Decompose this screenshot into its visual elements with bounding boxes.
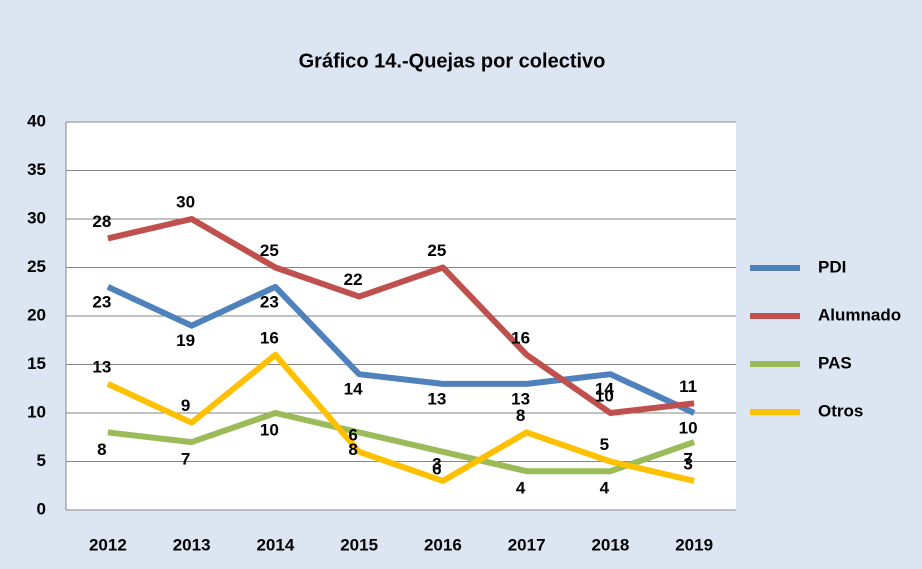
x-tick-label: 2014	[256, 535, 294, 554]
data-label: 28	[92, 212, 111, 231]
data-label: 23	[92, 292, 111, 311]
data-label: 19	[176, 331, 195, 350]
y-tick-label: 40	[27, 111, 46, 130]
series-line	[106, 283, 696, 416]
x-tick-label: 2018	[591, 535, 629, 554]
x-tick-label: 2012	[89, 535, 127, 554]
data-label: 6	[432, 459, 441, 478]
data-label: 14	[595, 380, 614, 399]
data-label: 11	[679, 377, 697, 396]
data-label: 7	[181, 450, 190, 469]
data-label: 9	[181, 396, 190, 415]
data-label: 30	[176, 192, 195, 211]
data-label: 13	[427, 389, 446, 408]
y-tick-label: 0	[37, 499, 46, 518]
y-tick-label: 20	[27, 305, 46, 324]
data-label: 10	[595, 386, 614, 405]
y-tick-label: 5	[37, 451, 46, 470]
data-label: 10	[260, 420, 279, 439]
data-label: 16	[260, 328, 279, 347]
y-tick-label: 35	[27, 160, 46, 179]
data-label: 13	[511, 389, 530, 408]
x-tick-label: 2016	[424, 535, 462, 554]
legend-label: PDI	[818, 257, 846, 276]
data-label: 8	[97, 440, 106, 459]
data-label: 4	[600, 479, 610, 498]
series-line	[107, 216, 695, 416]
x-tick-label: 2017	[508, 535, 546, 554]
y-tick-label: 30	[27, 208, 46, 227]
data-label: 5	[600, 435, 609, 454]
data-label: 7	[683, 450, 692, 469]
legend-label: PAS	[818, 353, 852, 372]
x-tick-label: 2019	[675, 535, 713, 554]
data-label: 25	[260, 241, 279, 260]
x-tick-label: 2015	[340, 535, 378, 554]
series-line	[106, 351, 695, 484]
legend-label: Alumnado	[818, 305, 901, 324]
data-label: 10	[679, 418, 698, 437]
data-label: 4	[516, 479, 526, 498]
data-label: 13	[92, 357, 111, 376]
y-tick-label: 15	[27, 354, 46, 373]
data-label: 25	[427, 241, 446, 260]
data-label: 23	[260, 292, 279, 311]
x-tick-label: 2013	[173, 535, 211, 554]
data-label: 3	[683, 454, 692, 473]
data-label: 8	[348, 440, 357, 459]
y-tick-label: 25	[27, 257, 46, 276]
data-label: 3	[432, 454, 441, 473]
data-label: 6	[348, 425, 357, 444]
series-line	[107, 410, 696, 475]
data-label: 14	[344, 380, 363, 399]
chart-title: Gráfico 14.-Quejas por colectivo	[299, 50, 606, 72]
legend-label: Otros	[818, 401, 863, 420]
data-label: 16	[511, 328, 530, 347]
data-label: 22	[344, 270, 363, 289]
data-label: 8	[516, 406, 525, 425]
y-tick-label: 10	[27, 402, 46, 421]
